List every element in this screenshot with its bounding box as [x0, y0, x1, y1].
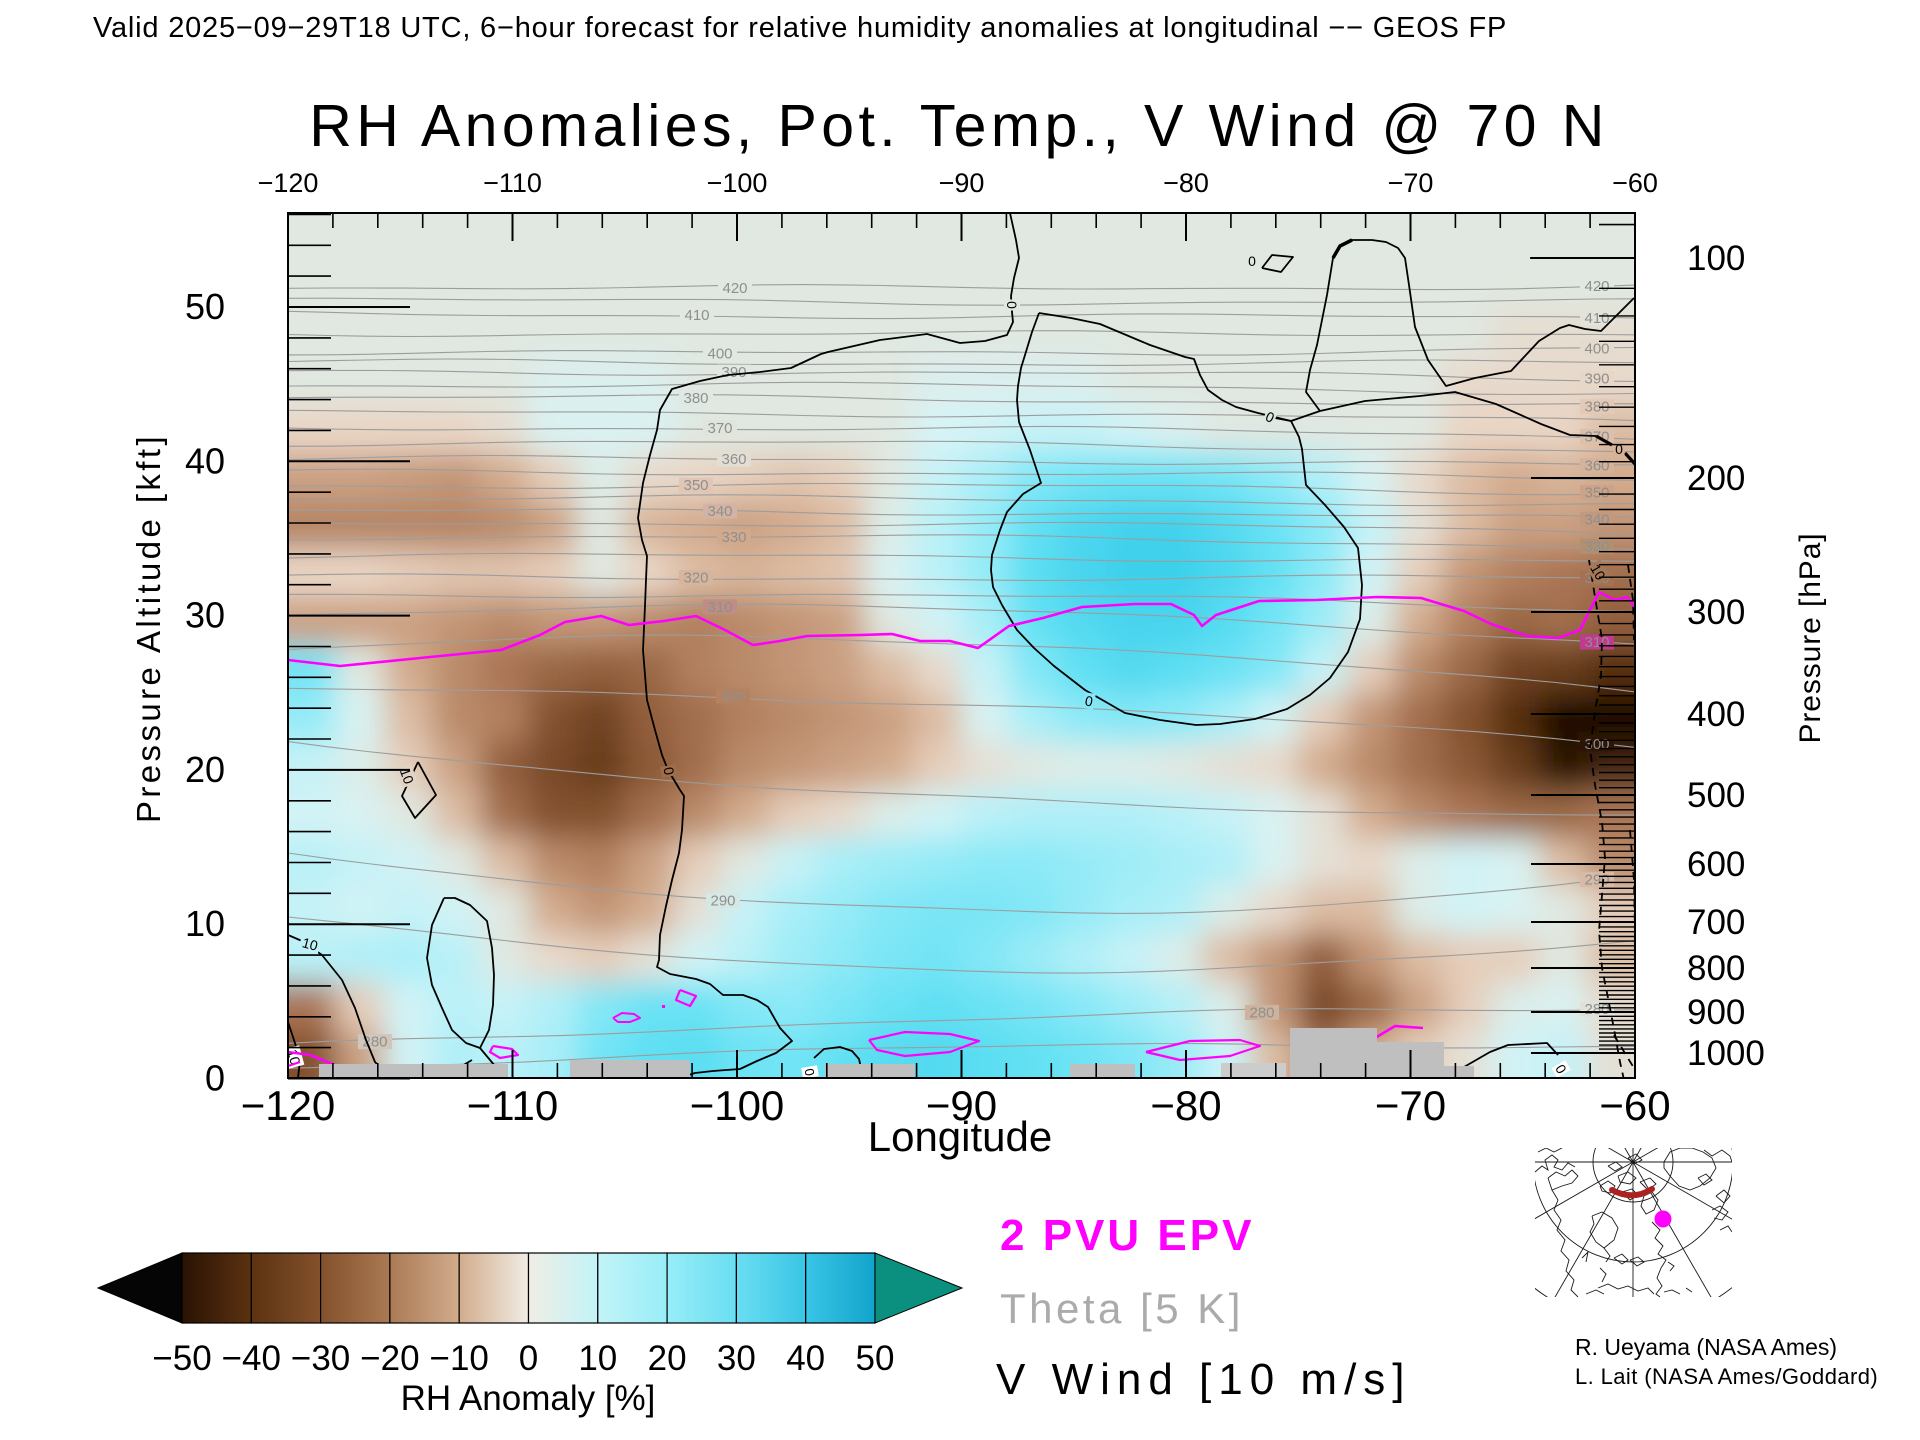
svg-text:410: 410	[1584, 310, 1609, 327]
svg-text:10: 10	[185, 903, 225, 944]
svg-text:310: 310	[1584, 634, 1609, 651]
svg-text:−10: −10	[430, 1339, 489, 1378]
svg-text:10: 10	[578, 1339, 617, 1378]
svg-text:2 PVU EPV: 2 PVU EPV	[1000, 1211, 1254, 1260]
svg-text:−90: −90	[926, 1082, 997, 1129]
svg-text:0: 0	[660, 766, 677, 777]
svg-text:310: 310	[707, 599, 732, 616]
svg-text:−70: −70	[1375, 1082, 1446, 1129]
svg-text:Pressure Altitude [kft]: Pressure Altitude [kft]	[130, 433, 167, 823]
svg-text:200: 200	[1687, 459, 1745, 498]
svg-text:10: 10	[397, 766, 417, 786]
svg-text:20: 20	[185, 749, 225, 790]
svg-text:360: 360	[721, 451, 746, 468]
svg-text:420: 420	[1584, 278, 1609, 295]
svg-text:390: 390	[721, 364, 746, 381]
svg-text:300: 300	[1687, 593, 1745, 632]
svg-text:380: 380	[1584, 398, 1609, 415]
svg-text:Theta [5 K]: Theta [5 K]	[1000, 1285, 1244, 1332]
svg-text:400: 400	[1687, 695, 1745, 734]
svg-text:−100: −100	[707, 168, 768, 198]
svg-text:50: 50	[856, 1339, 895, 1378]
svg-text:500: 500	[1687, 776, 1745, 815]
svg-text:330: 330	[1584, 538, 1609, 555]
svg-text:300: 300	[720, 688, 745, 705]
svg-text:340: 340	[707, 503, 732, 520]
svg-text:400: 400	[1584, 340, 1609, 357]
svg-text:−120: −120	[241, 1082, 336, 1129]
svg-text:320: 320	[683, 570, 708, 587]
svg-text:−60: −60	[1599, 1082, 1670, 1129]
svg-text:800: 800	[1687, 949, 1745, 988]
svg-text:350: 350	[1584, 484, 1609, 501]
svg-text:Pressure [hPa]: Pressure [hPa]	[1794, 532, 1827, 743]
svg-text:L. Lait (NASA Ames/Goddard): L. Lait (NASA Ames/Goddard)	[1575, 1364, 1878, 1389]
svg-text:0: 0	[801, 1067, 817, 1077]
svg-text:410: 410	[684, 307, 709, 324]
svg-text:290: 290	[1584, 872, 1609, 889]
svg-text:V Wind [10 m/s]: V Wind [10 m/s]	[996, 1355, 1412, 1404]
svg-text:340: 340	[1584, 511, 1609, 528]
svg-text:RH Anomalies, Pot. Temp., V Wi: RH Anomalies, Pot. Temp., V Wind @ 70 N	[309, 93, 1608, 159]
svg-text:900: 900	[1687, 993, 1745, 1032]
svg-text:600: 600	[1687, 845, 1745, 884]
svg-text:Longitude: Longitude	[868, 1113, 1053, 1160]
svg-text:280: 280	[1249, 1004, 1274, 1021]
svg-text:420: 420	[722, 280, 747, 297]
svg-text:R. Ueyama (NASA Ames): R. Ueyama (NASA Ames)	[1575, 1334, 1837, 1360]
svg-text:0: 0	[519, 1339, 538, 1378]
svg-text:−110: −110	[483, 168, 542, 198]
svg-text:700: 700	[1687, 903, 1745, 942]
svg-text:30: 30	[717, 1339, 756, 1378]
svg-text:330: 330	[721, 529, 746, 546]
svg-text:30: 30	[185, 595, 225, 636]
svg-text:−80: −80	[1150, 1082, 1221, 1129]
svg-text:0: 0	[1004, 301, 1020, 309]
svg-text:380: 380	[683, 390, 708, 407]
svg-text:−20: −20	[360, 1339, 419, 1378]
svg-text:40: 40	[786, 1339, 825, 1378]
svg-text:0: 0	[1084, 692, 1095, 709]
svg-text:−120: −120	[258, 168, 319, 198]
svg-text:370: 370	[707, 420, 732, 437]
svg-text:−90: −90	[939, 168, 985, 198]
svg-text:0: 0	[1615, 441, 1623, 457]
svg-text:10: 10	[300, 934, 319, 954]
svg-text:Valid 2025−09−29T18 UTC, 6−hou: Valid 2025−09−29T18 UTC, 6−hour forecast…	[93, 12, 1507, 44]
svg-text:300: 300	[1584, 736, 1609, 753]
svg-text:20: 20	[648, 1339, 687, 1378]
svg-text:−110: −110	[467, 1082, 559, 1129]
svg-text:360: 360	[1584, 458, 1609, 475]
svg-text:RH Anomaly [%]: RH Anomaly [%]	[401, 1379, 656, 1418]
svg-text:280: 280	[1584, 1001, 1609, 1018]
svg-text:−70: −70	[1388, 168, 1434, 198]
svg-text:−80: −80	[1163, 168, 1209, 198]
svg-text:−30: −30	[291, 1339, 350, 1378]
svg-text:−40: −40	[222, 1339, 281, 1378]
svg-text:400: 400	[707, 345, 732, 362]
svg-text:−50: −50	[152, 1339, 211, 1378]
svg-text:390: 390	[1584, 371, 1609, 388]
svg-text:50: 50	[185, 286, 225, 327]
svg-text:290: 290	[710, 893, 735, 910]
svg-text:100: 100	[1687, 239, 1745, 278]
svg-text:−60: −60	[1612, 168, 1658, 198]
svg-text:350: 350	[683, 477, 708, 494]
svg-text:40: 40	[185, 440, 225, 481]
svg-text:1000: 1000	[1687, 1034, 1765, 1073]
svg-text:0: 0	[1248, 253, 1256, 269]
svg-text:−100: −100	[690, 1082, 785, 1129]
svg-text:0: 0	[205, 1058, 225, 1099]
